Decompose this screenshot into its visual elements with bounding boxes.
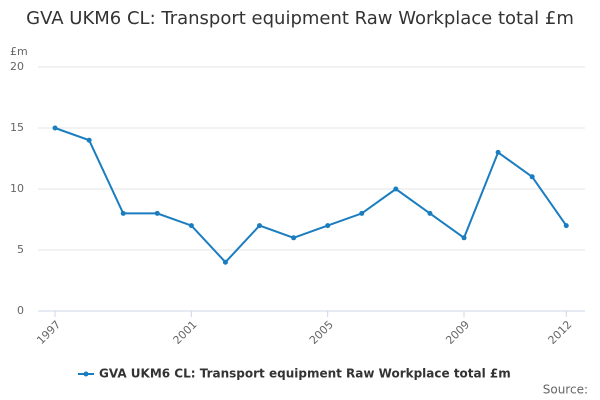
data-point xyxy=(461,235,467,241)
x-tick-label: 2001 xyxy=(171,318,200,347)
data-point xyxy=(325,223,331,229)
x-tick-label: 2009 xyxy=(443,318,472,347)
data-point xyxy=(427,210,433,216)
data-point xyxy=(495,149,501,155)
y-tick-label: 20 xyxy=(10,60,24,73)
x-tick-label: 2005 xyxy=(307,318,336,347)
y-tick-label: 5 xyxy=(17,243,24,256)
y-tick-label: 15 xyxy=(10,121,24,134)
x-tick-label: 1997 xyxy=(34,318,63,347)
y-axis-label: £m xyxy=(10,45,28,58)
data-point xyxy=(563,223,569,229)
series-line xyxy=(54,127,568,264)
data-point xyxy=(291,235,297,241)
legend-label: GVA UKM6 CL: Transport equipment Raw Wor… xyxy=(99,367,511,381)
y-tick-label: 0 xyxy=(17,304,24,317)
data-point xyxy=(86,137,92,143)
data-point xyxy=(52,125,58,131)
x-tick-label: 2012 xyxy=(546,318,575,347)
legend-item: GVA UKM6 CL: Transport equipment Raw Wor… xyxy=(78,367,511,381)
chart-title: GVA UKM6 CL: Transport equipment Raw Wor… xyxy=(26,8,574,29)
data-point xyxy=(154,210,160,216)
data-point xyxy=(257,223,263,229)
data-point xyxy=(359,210,365,216)
data-point xyxy=(529,174,535,180)
data-point xyxy=(393,186,399,192)
data-point xyxy=(222,259,228,265)
legend-marker xyxy=(83,371,89,377)
data-point xyxy=(120,210,126,216)
data-point xyxy=(188,223,194,229)
source: Source: xyxy=(543,383,588,397)
y-tick-label: 10 xyxy=(10,182,24,195)
